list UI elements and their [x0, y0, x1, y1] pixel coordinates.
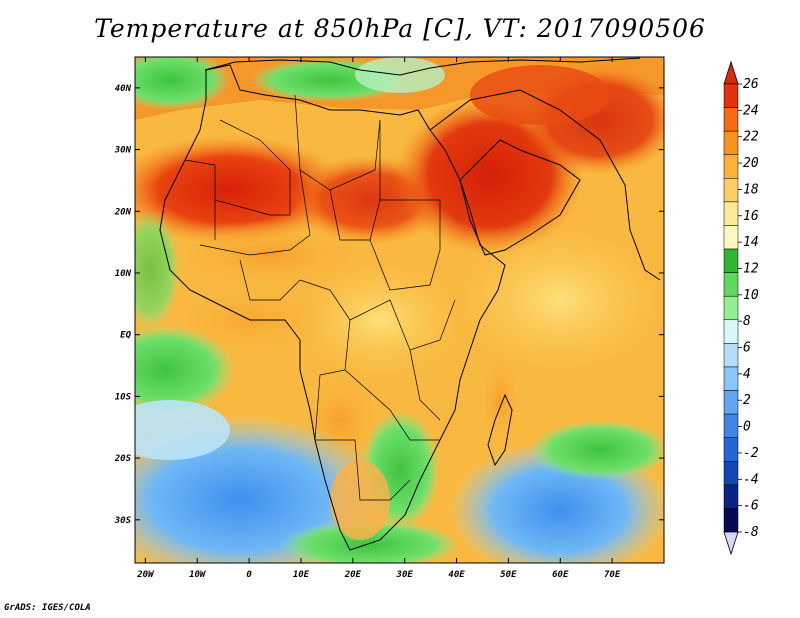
colorbar-swatch: [723, 390, 739, 415]
colorbar-label: 0: [743, 420, 751, 435]
lat-tick-label: EQ: [120, 331, 131, 341]
colorbar-label: -4: [743, 472, 759, 487]
colorbar-label: 10: [743, 288, 759, 303]
colorbar-swatch: [723, 201, 739, 226]
colorbar-swatch: [723, 461, 739, 486]
colorbar-label: 2: [743, 393, 751, 408]
temperature-field: [135, 57, 664, 563]
lon-tick-label: 10W: [189, 570, 207, 580]
colorbar-swatch: [723, 484, 739, 509]
field-indian-green: [530, 420, 664, 480]
colorbar-label: 14: [743, 235, 759, 250]
asia-outline: [429, 89, 661, 281]
colorbar-label: 24: [743, 103, 759, 118]
lon-tick-label: 20W: [136, 570, 155, 580]
field-congo-mild: [300, 265, 460, 375]
lat-tick-label: 30S: [114, 516, 132, 526]
colorbar-label: 12: [743, 261, 759, 276]
madagascar-outline: [487, 393, 513, 467]
colorbar-label: 6: [743, 341, 751, 356]
colorbar-swatch: [723, 295, 739, 321]
colorbar-swatch: [723, 83, 739, 108]
colorbar-swatch: [723, 437, 739, 462]
colorbar-label: 22: [743, 130, 759, 145]
map-frame: [134, 56, 665, 564]
latitude-axis: 40N 30N 20N 10N EQ 10S 20S 30S: [114, 84, 664, 526]
colorbar-swatch: [723, 107, 739, 132]
credit-label: GrADS: IGES/COLA: [4, 603, 91, 613]
lon-tick-label: 70E: [604, 570, 621, 580]
lon-tick-label: 10E: [293, 570, 310, 580]
lon-tick-label: 40E: [448, 570, 465, 580]
colorbar-label: 18: [743, 182, 759, 197]
colorbar-label: 4: [743, 367, 751, 382]
colorbar-swatch: [723, 225, 739, 250]
field-sahara-west-hot: [135, 135, 350, 245]
lon-tick-label: 30E: [396, 570, 414, 580]
lon-tick-label: 50E: [500, 570, 517, 580]
field-atlantic-cool: [135, 400, 230, 460]
field-atlantic-green: [135, 325, 235, 415]
colorbar-swatch: [723, 154, 739, 179]
lon-tick-label: 20E: [344, 570, 362, 580]
lat-tick-label: 30N: [114, 146, 132, 156]
colorbar-top-arrow: [723, 60, 739, 85]
colorbar-label: 8: [743, 314, 751, 329]
colorbar-swatch: [723, 366, 739, 391]
field-indian-ocean-mild: [460, 230, 660, 370]
field-madagascar-warm: [478, 350, 522, 450]
country-borders: [184, 94, 456, 501]
field-iberia-cool: [135, 57, 230, 110]
colorbar-swatch: [723, 343, 739, 368]
colorbar-label: -6: [743, 499, 759, 514]
colorbar-label: -8: [743, 525, 759, 540]
lat-tick-label: 40N: [115, 84, 132, 94]
colorbar-label: 16: [743, 209, 759, 224]
lon-tick-label: 0: [246, 570, 252, 580]
lon-tick-label: 60E: [552, 570, 569, 580]
colorbar-swatch: [723, 178, 739, 203]
field-south-coast-green: [280, 520, 460, 563]
europe-coast: [204, 57, 641, 76]
colorbar-swatch: [723, 508, 739, 533]
africa-outline: [159, 64, 506, 551]
colorbar-bottom-arrow: [723, 531, 739, 556]
colorbar-swatch: [723, 413, 739, 438]
colorbar-swatch: [723, 248, 739, 273]
longitude-axis: 20W 10W 0 10E 20E 30E 40E 50E 60E 70E: [136, 57, 621, 580]
arabia-outline: [459, 139, 581, 256]
field-mesopotamia-hot: [470, 65, 610, 125]
colorbar-label: 26: [743, 77, 759, 92]
lat-tick-label: 20S: [114, 454, 132, 464]
colorbar-label: -2: [743, 446, 759, 461]
colorbar-swatch: [723, 319, 739, 344]
page-title: Temperature at 850hPa [C], VT: 201709050…: [94, 14, 706, 43]
lat-tick-label: 20N: [114, 207, 132, 217]
lat-tick-label: 10S: [115, 392, 132, 402]
field-west-coast-green: [135, 210, 180, 330]
colorbar-label: 20: [743, 156, 759, 171]
colorbar-swatch: [723, 272, 739, 297]
colorbar-swatch: [723, 130, 739, 155]
lat-tick-label: 10N: [115, 269, 132, 279]
coastlines: [159, 57, 661, 551]
